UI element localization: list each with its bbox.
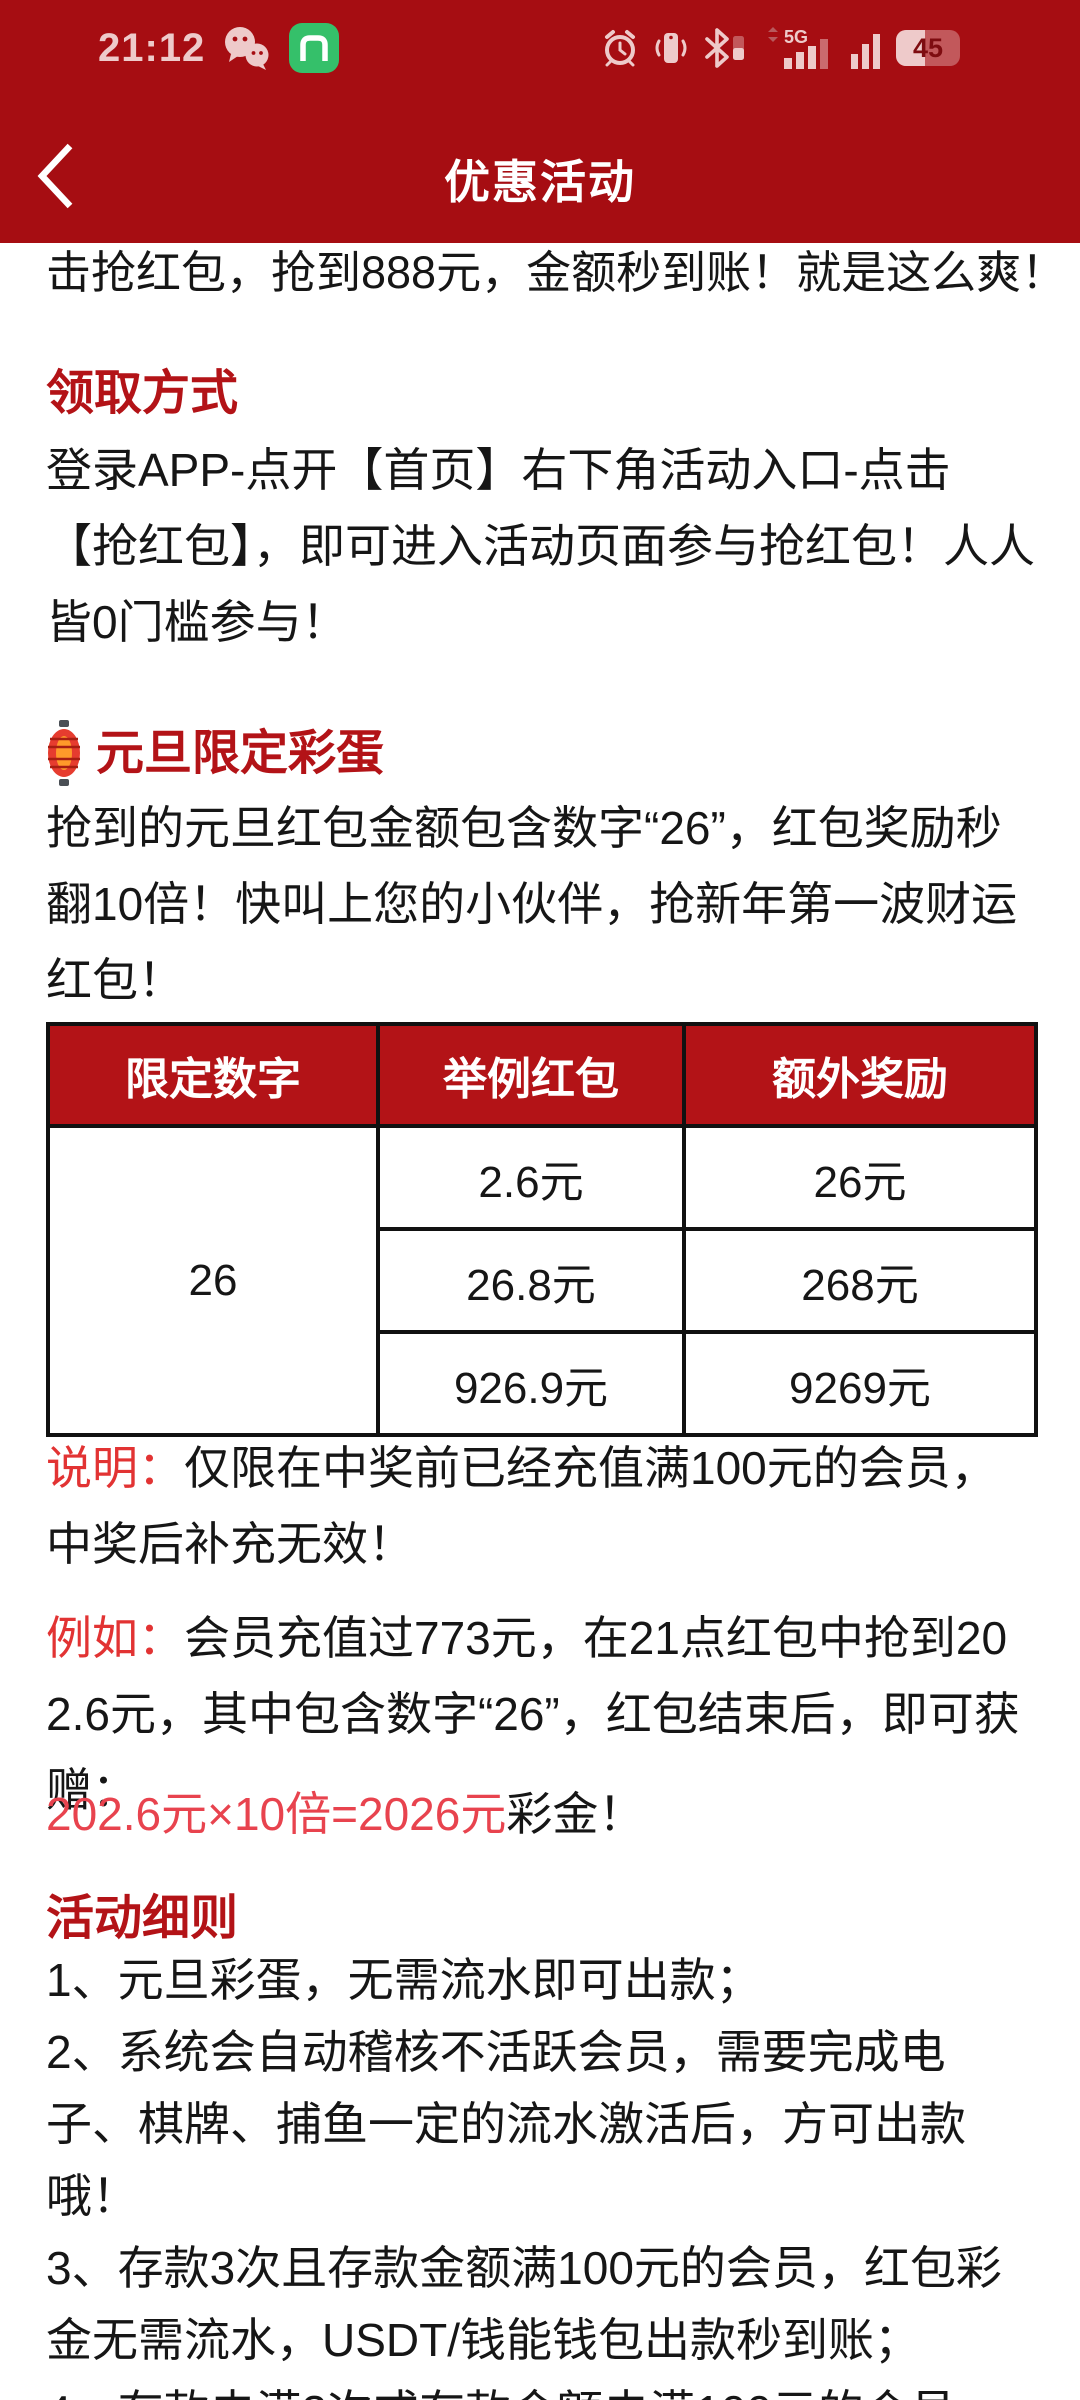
vibrate-icon [654,28,688,68]
rules-list: 1、元旦彩蛋，无需流水即可出款； 2、系统会自动稽核不活跃会员，需要完成电子、棋… [46,1944,1036,2400]
rule-item: 2、系统会自动稽核不活跃会员，需要完成电子、棋牌、捕鱼一定的流水激活后，方可出款… [46,2026,966,2222]
claim-method-heading: 领取方式 [46,367,239,420]
reward-cell: 9269元 [682,1330,1038,1437]
back-button[interactable] [28,138,84,214]
note-label: 说明： [46,1442,184,1494]
new-year-egg-paragraph: 抢到的元旦红包金额包含数字“26”，红包奖励秒翻10倍！快叫上您的小伙伴，抢新年… [46,802,1018,1006]
rule-item: 4、存款未满3次或存款金额未满100元的会员，仅限投注电子捕鱼棋牌游戏，最低10… [46,2376,1036,2400]
intro-clipped-text: 击抢红包，抢到888元，金额秒到账！就是这么爽！ [46,247,1067,298]
table-row: 26 2.6元 26元 [46,1124,1038,1437]
claim-method-paragraph: 登录APP-点开【首页】右下角活动入口-点击【抢红包】，即可进入活动页面参与抢红… [46,444,1035,648]
signal-icon [851,26,881,70]
status-bar-left: 21:12 [98,22,340,74]
formula-line: 202.6元×10倍=2026元彩金！ [46,1776,1046,1852]
col-header-example-packet: 举例红包 [376,1022,686,1128]
reward-cell: 26元 [682,1124,1038,1231]
lantern-icon [46,720,82,788]
note-body: 仅限在中奖前已经充值满100元的会员，中奖后补充无效！ [46,1442,997,1570]
rules-heading: 活动细则 [46,1892,239,1945]
new-year-egg-heading-row: 元旦限定彩蛋 [46,720,384,788]
wechat-icon [221,25,273,71]
status-bar-right: 5G 45 [601,22,960,74]
battery-percent-text: 45 [912,32,944,63]
new-year-egg-heading: 元旦限定彩蛋 [96,727,385,780]
battery-icon: 45 [896,30,960,66]
rule-item: 3、存款3次且存款金额满100元的会员，红包彩金无需流水，USDT/钱能钱包出款… [46,2242,1002,2366]
rule-item: 1、元旦彩蛋，无需流水即可出款； [46,1954,762,2006]
formula-suffix: 彩金！ [506,1788,645,1840]
col-header-extra-reward: 额外奖励 [682,1022,1038,1128]
clock-time: 21:12 [98,25,206,70]
mi-home-icon [289,23,340,73]
example-cell: 926.9元 [376,1330,686,1437]
svg-text:5G: 5G [784,27,808,47]
table-row: 26.8元 268元 [48,1227,1038,1334]
bonus-table: 限定数字 举例红包 额外奖励 26 2.6元 26元 26.8元 268元 92… [46,1022,1038,1437]
example-paragraph: 例如：会员充值过773元，在21点红包中抢到202.6元，其中包含数字“26”，… [46,1600,1036,1828]
reward-cell: 268元 [682,1227,1038,1334]
page-title: 优惠活动 [444,156,636,208]
app-header: 21:12 [0,0,1080,243]
limited-number-cell: 26 [46,1124,380,1437]
col-header-limited-number: 限定数字 [46,1022,380,1128]
alarm-icon [601,29,639,67]
battery-fill-level [896,30,925,66]
signal-5g-icon: 5G [762,26,836,70]
table-header-row: 限定数字 举例红包 额外奖励 [46,1022,1038,1128]
example-body: 会员充值过773元，在21点红包中抢到202.6元，其中包含数字“26”，红包结… [46,1612,1020,1816]
formula-highlight: 202.6元×10倍=2026元 [46,1788,507,1840]
example-label: 例如： [46,1612,184,1664]
example-cell: 26.8元 [376,1227,686,1334]
table-row: 926.9元 9269元 [48,1330,1038,1437]
example-cell: 2.6元 [376,1124,686,1231]
note-paragraph: 说明：仅限在中奖前已经充值满100元的会员，中奖后补充无效！ [46,1430,1036,1582]
bluetooth-icon [703,28,747,68]
